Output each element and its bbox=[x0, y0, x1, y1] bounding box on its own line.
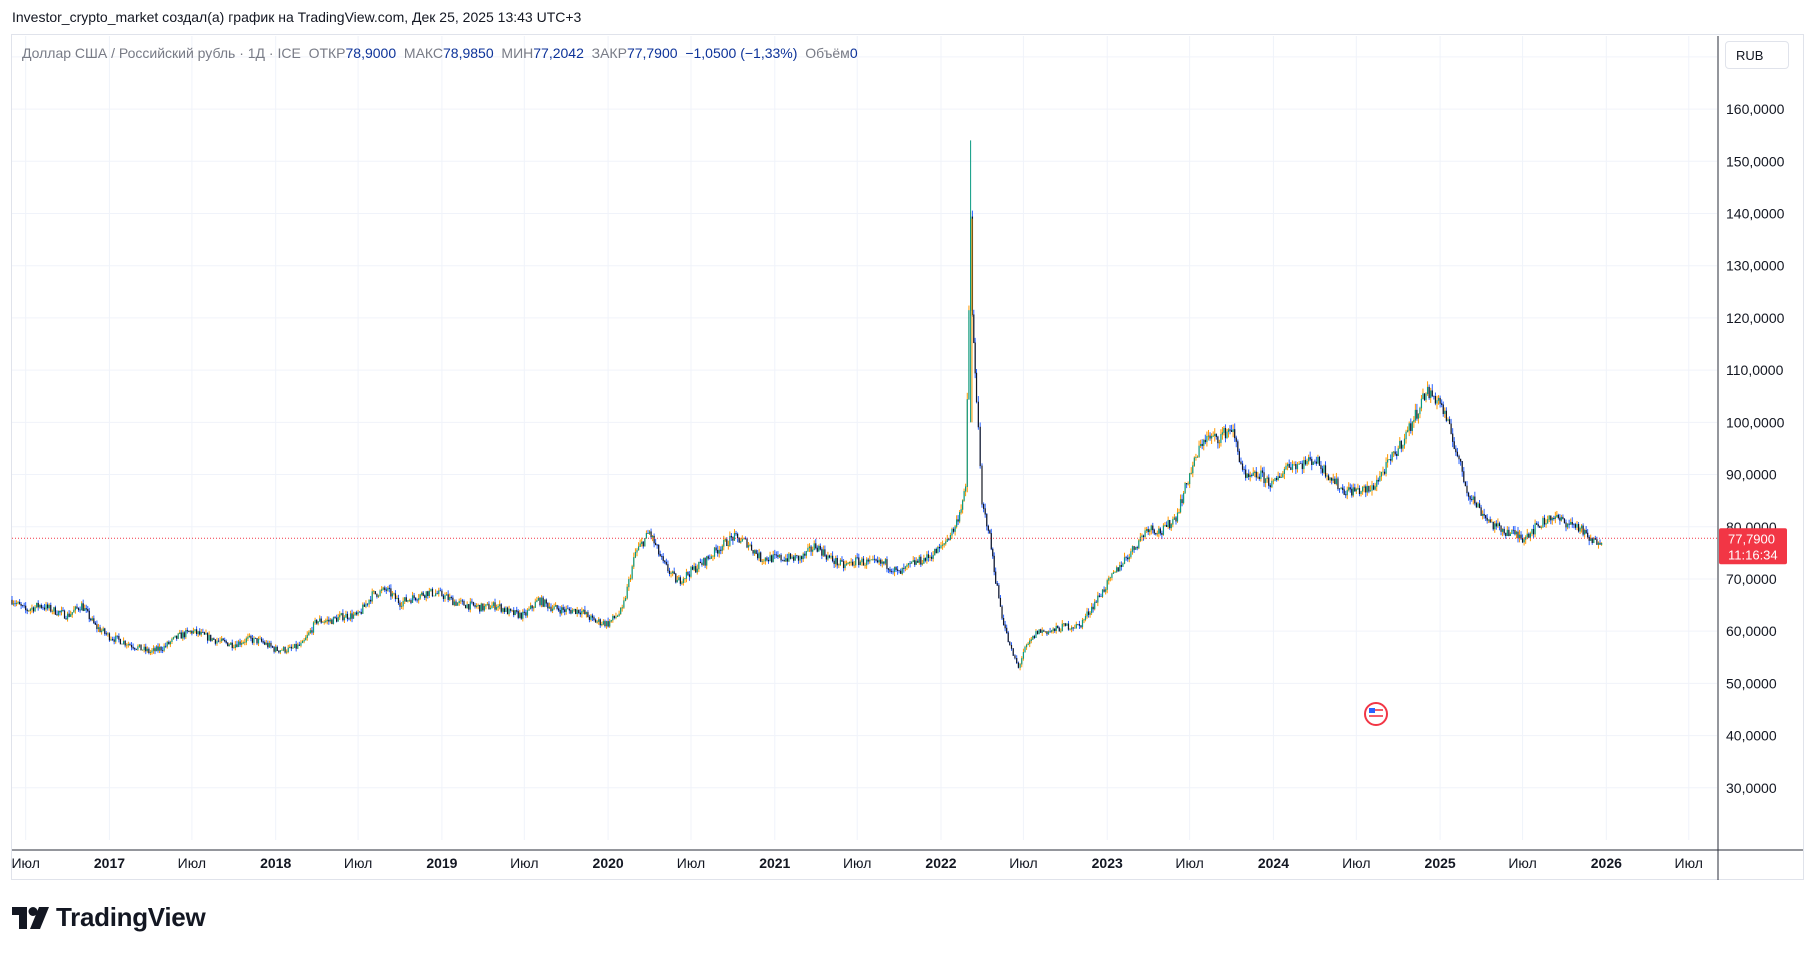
y-tick-label: 40,0000 bbox=[1726, 728, 1777, 744]
y-tick-label: 150,0000 bbox=[1726, 153, 1785, 169]
x-tick-label: Июл bbox=[1175, 855, 1203, 871]
flag-canton bbox=[1369, 708, 1375, 713]
y-tick-label: 130,0000 bbox=[1726, 258, 1785, 274]
chart-frame bbox=[11, 34, 1804, 880]
y-tick-label: 60,0000 bbox=[1726, 623, 1777, 639]
legend-low-label: МИН bbox=[501, 45, 534, 61]
x-tick-label: 2025 bbox=[1425, 855, 1456, 871]
x-tick-label: Июл bbox=[1009, 855, 1037, 871]
tradingview-logo[interactable]: TradingView bbox=[12, 902, 206, 933]
y-tick-label: 30,0000 bbox=[1726, 780, 1777, 796]
x-tick-label: 2017 bbox=[94, 855, 125, 871]
last-price-value: 77,7900 bbox=[1728, 531, 1775, 546]
legend-low-value: 77,2042 bbox=[533, 45, 584, 61]
x-tick-label: Июл bbox=[178, 855, 206, 871]
last-price-badge bbox=[1719, 528, 1787, 565]
tradingview-brand: TradingView bbox=[56, 902, 206, 932]
legend-change: −1,0500 (−1,33%) bbox=[685, 45, 798, 61]
x-tick-label: Июл bbox=[510, 855, 538, 871]
y-tick-label: 160,0000 bbox=[1726, 101, 1785, 117]
y-tick-label: 120,0000 bbox=[1726, 310, 1785, 326]
x-tick-label: Июл bbox=[1508, 855, 1536, 871]
legend-high-label: МАКС bbox=[403, 45, 444, 61]
y-tick-label: 70,0000 bbox=[1726, 571, 1777, 587]
attribution-text: Investor_crypto_market создал(а) график … bbox=[12, 9, 582, 25]
x-tick-label: Июл bbox=[11, 855, 39, 871]
x-tick-label: 2024 bbox=[1258, 855, 1289, 871]
legend-close-value: 77,7900 bbox=[626, 45, 678, 61]
x-tick-label: 2021 bbox=[759, 855, 790, 871]
symbol-legend: Доллар США / Российский рубль · 1Д · ICE… bbox=[22, 45, 858, 61]
y-tick-label: 50,0000 bbox=[1726, 675, 1777, 691]
currency-button[interactable]: RUB bbox=[1725, 41, 1789, 69]
legend-volume-value: 0 bbox=[849, 45, 858, 61]
x-tick-label: Июл bbox=[344, 855, 372, 871]
legend-open-label: ОТКР bbox=[308, 45, 346, 61]
x-tick-label: Июл bbox=[677, 855, 705, 871]
economic-event-flag-icon[interactable] bbox=[1364, 702, 1388, 726]
legend-symbol: Доллар США / Российский рубль · 1Д · ICE bbox=[22, 45, 301, 61]
x-tick-label: 2019 bbox=[426, 855, 457, 871]
x-tick-label: Июл bbox=[1342, 855, 1370, 871]
y-tick-label: 90,0000 bbox=[1726, 467, 1777, 483]
x-tick-label: 2026 bbox=[1591, 855, 1622, 871]
x-tick-label: 2020 bbox=[593, 855, 624, 871]
legend-volume-label: Объём bbox=[805, 45, 850, 61]
x-tick-label: 2018 bbox=[260, 855, 291, 871]
legend-high-value: 78,9850 bbox=[443, 45, 494, 61]
y-tick-label: 140,0000 bbox=[1726, 206, 1785, 222]
y-tick-label: 100,0000 bbox=[1726, 414, 1785, 430]
x-tick-label: 2023 bbox=[1092, 855, 1123, 871]
tradingview-logo-icon bbox=[12, 906, 49, 929]
legend-close-label: ЗАКР bbox=[591, 45, 627, 61]
x-tick-label: Июл bbox=[843, 855, 871, 871]
bar-countdown: 11:16:34 bbox=[1728, 547, 1778, 562]
y-tick-label: 110,0000 bbox=[1726, 362, 1784, 378]
x-tick-label: Июл bbox=[1675, 855, 1703, 871]
x-tick-label: 2022 bbox=[925, 855, 956, 871]
legend-open-value: 78,9000 bbox=[345, 45, 397, 61]
candles-series bbox=[11, 210, 1603, 671]
